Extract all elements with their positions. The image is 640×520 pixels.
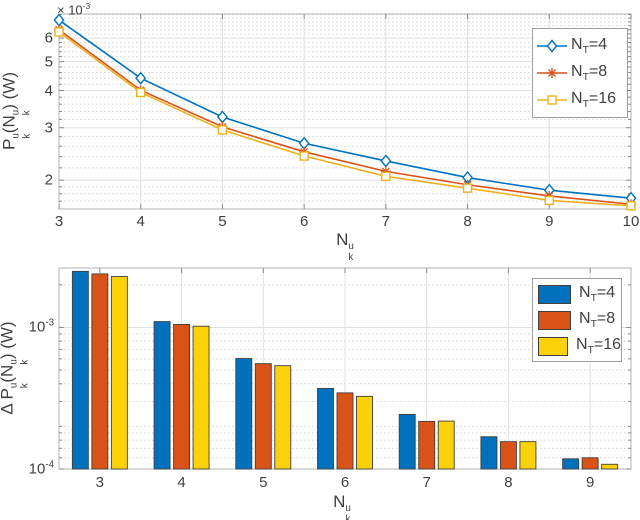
legend-label: NT=16: [571, 89, 617, 110]
bar-nt8-x5: [254, 363, 272, 470]
bar-nt8-x4: [173, 323, 191, 470]
bar-nt16-x9: [601, 463, 619, 470]
square-marker: [381, 171, 391, 182]
bar-nt16-x4: [192, 325, 210, 470]
line-series-nt16: [54, 27, 636, 211]
bar-nt16-x3: [110, 276, 128, 470]
x-tick-label: 3: [95, 474, 105, 491]
series-line-nt4: [58, 19, 632, 199]
x-tick-label: 7: [422, 474, 431, 491]
square-marker: [626, 201, 636, 211]
square-marker: [544, 195, 554, 206]
x-tick-label: 10: [622, 213, 640, 230]
bar-nt4-x6: [317, 387, 334, 470]
bar-nt8-x3: [91, 273, 109, 470]
y-tick-label: 10-4: [28, 459, 54, 478]
x-tick-label: 9: [585, 474, 595, 491]
legend-item-nt4: NT=4: [533, 33, 627, 60]
x-tick-label: 3: [54, 213, 64, 230]
bar-nt4-x4: [153, 321, 171, 470]
color-swatch-icon: [538, 336, 568, 356]
bar-nt4-x3: [71, 270, 89, 470]
diamond-marker: [380, 154, 392, 168]
diamond-marker: [546, 39, 558, 53]
legend-label: NT=4: [571, 35, 608, 56]
bar-nt4-x5: [235, 358, 253, 470]
diamond-legend-icon: [537, 39, 567, 53]
x-tick-label: 8: [463, 213, 472, 230]
bar-nt16-x5: [274, 365, 292, 470]
square-legend-icon: [537, 95, 567, 105]
y-tick-label: 4: [44, 82, 53, 100]
bar-series-nt4: [71, 270, 580, 470]
square-marker: [54, 27, 64, 37]
x-tick-label: 8: [504, 474, 513, 491]
x-tick-label: 5: [259, 474, 268, 491]
x-tick-label: 7: [381, 213, 391, 230]
series-line-nt8: [58, 29, 632, 206]
square-marker: [299, 151, 309, 161]
y-tick-label: 2: [44, 171, 53, 189]
bar-chart-panel: [58, 267, 632, 470]
legend-label: NT=8: [571, 62, 608, 83]
bottom-legend: NT=4 NT=8 NT=16: [532, 278, 622, 362]
bar-nt4-x9: [562, 458, 580, 470]
x-tick-label: 6: [299, 213, 309, 230]
diamond-marker: [135, 71, 147, 85]
bar-nt8-x6: [336, 392, 354, 470]
asterisk-marker: [547, 68, 557, 78]
bar-series-nt16: [110, 276, 619, 470]
bar-nt16-x8: [519, 441, 537, 470]
bar-nt8-x9: [581, 457, 599, 470]
bar-nt8-x8: [499, 441, 517, 470]
legend-label: NT=8: [579, 309, 616, 330]
top-legend: NT=4 NT=8 NT=16: [532, 28, 628, 118]
x-tick-label: 5: [218, 213, 227, 230]
x-tick-label: 9: [545, 213, 554, 230]
square-marker: [217, 125, 228, 135]
y-tick-label: 10-3: [28, 317, 54, 336]
bar-nt4-x8: [480, 436, 498, 470]
color-swatch-icon: [538, 284, 571, 304]
x-tick-label: 6: [340, 474, 350, 491]
y-tick-label: 3: [44, 119, 53, 137]
legend-item-nt16: NT=16: [533, 333, 621, 359]
series-line-nt16: [58, 31, 632, 207]
x-tick-label: 4: [177, 474, 186, 491]
legend-label: NT=16: [575, 335, 621, 356]
y-tick-label: 6: [44, 29, 53, 47]
y-axis-exponent-label: × 10-3: [57, 1, 91, 18]
diamond-marker: [216, 110, 228, 124]
legend-label: NT=4: [579, 283, 616, 304]
square-marker: [462, 183, 473, 193]
bar-series-nt8: [91, 273, 599, 470]
color-swatch-icon: [538, 310, 571, 330]
bar-nt4-x7: [398, 413, 416, 470]
y-tick-label: 5: [44, 53, 53, 71]
bar-nt8-x7: [418, 420, 436, 470]
legend-item-nt8: NT=8: [533, 60, 627, 87]
x-tick-label: 4: [136, 213, 145, 230]
legend-item-nt4: NT=4: [533, 281, 621, 307]
asterisk-legend-icon: [537, 68, 567, 78]
legend-item-nt8: NT=8: [533, 307, 621, 333]
bar-nt16-x7: [437, 420, 455, 470]
bar-nt16-x6: [356, 395, 373, 470]
bottom-y-axis-label: Δ Puk(Nuk) (W): [0, 321, 31, 414]
square-marker: [136, 87, 146, 98]
square-marker: [547, 95, 557, 105]
legend-item-nt16: NT=16: [533, 87, 627, 114]
